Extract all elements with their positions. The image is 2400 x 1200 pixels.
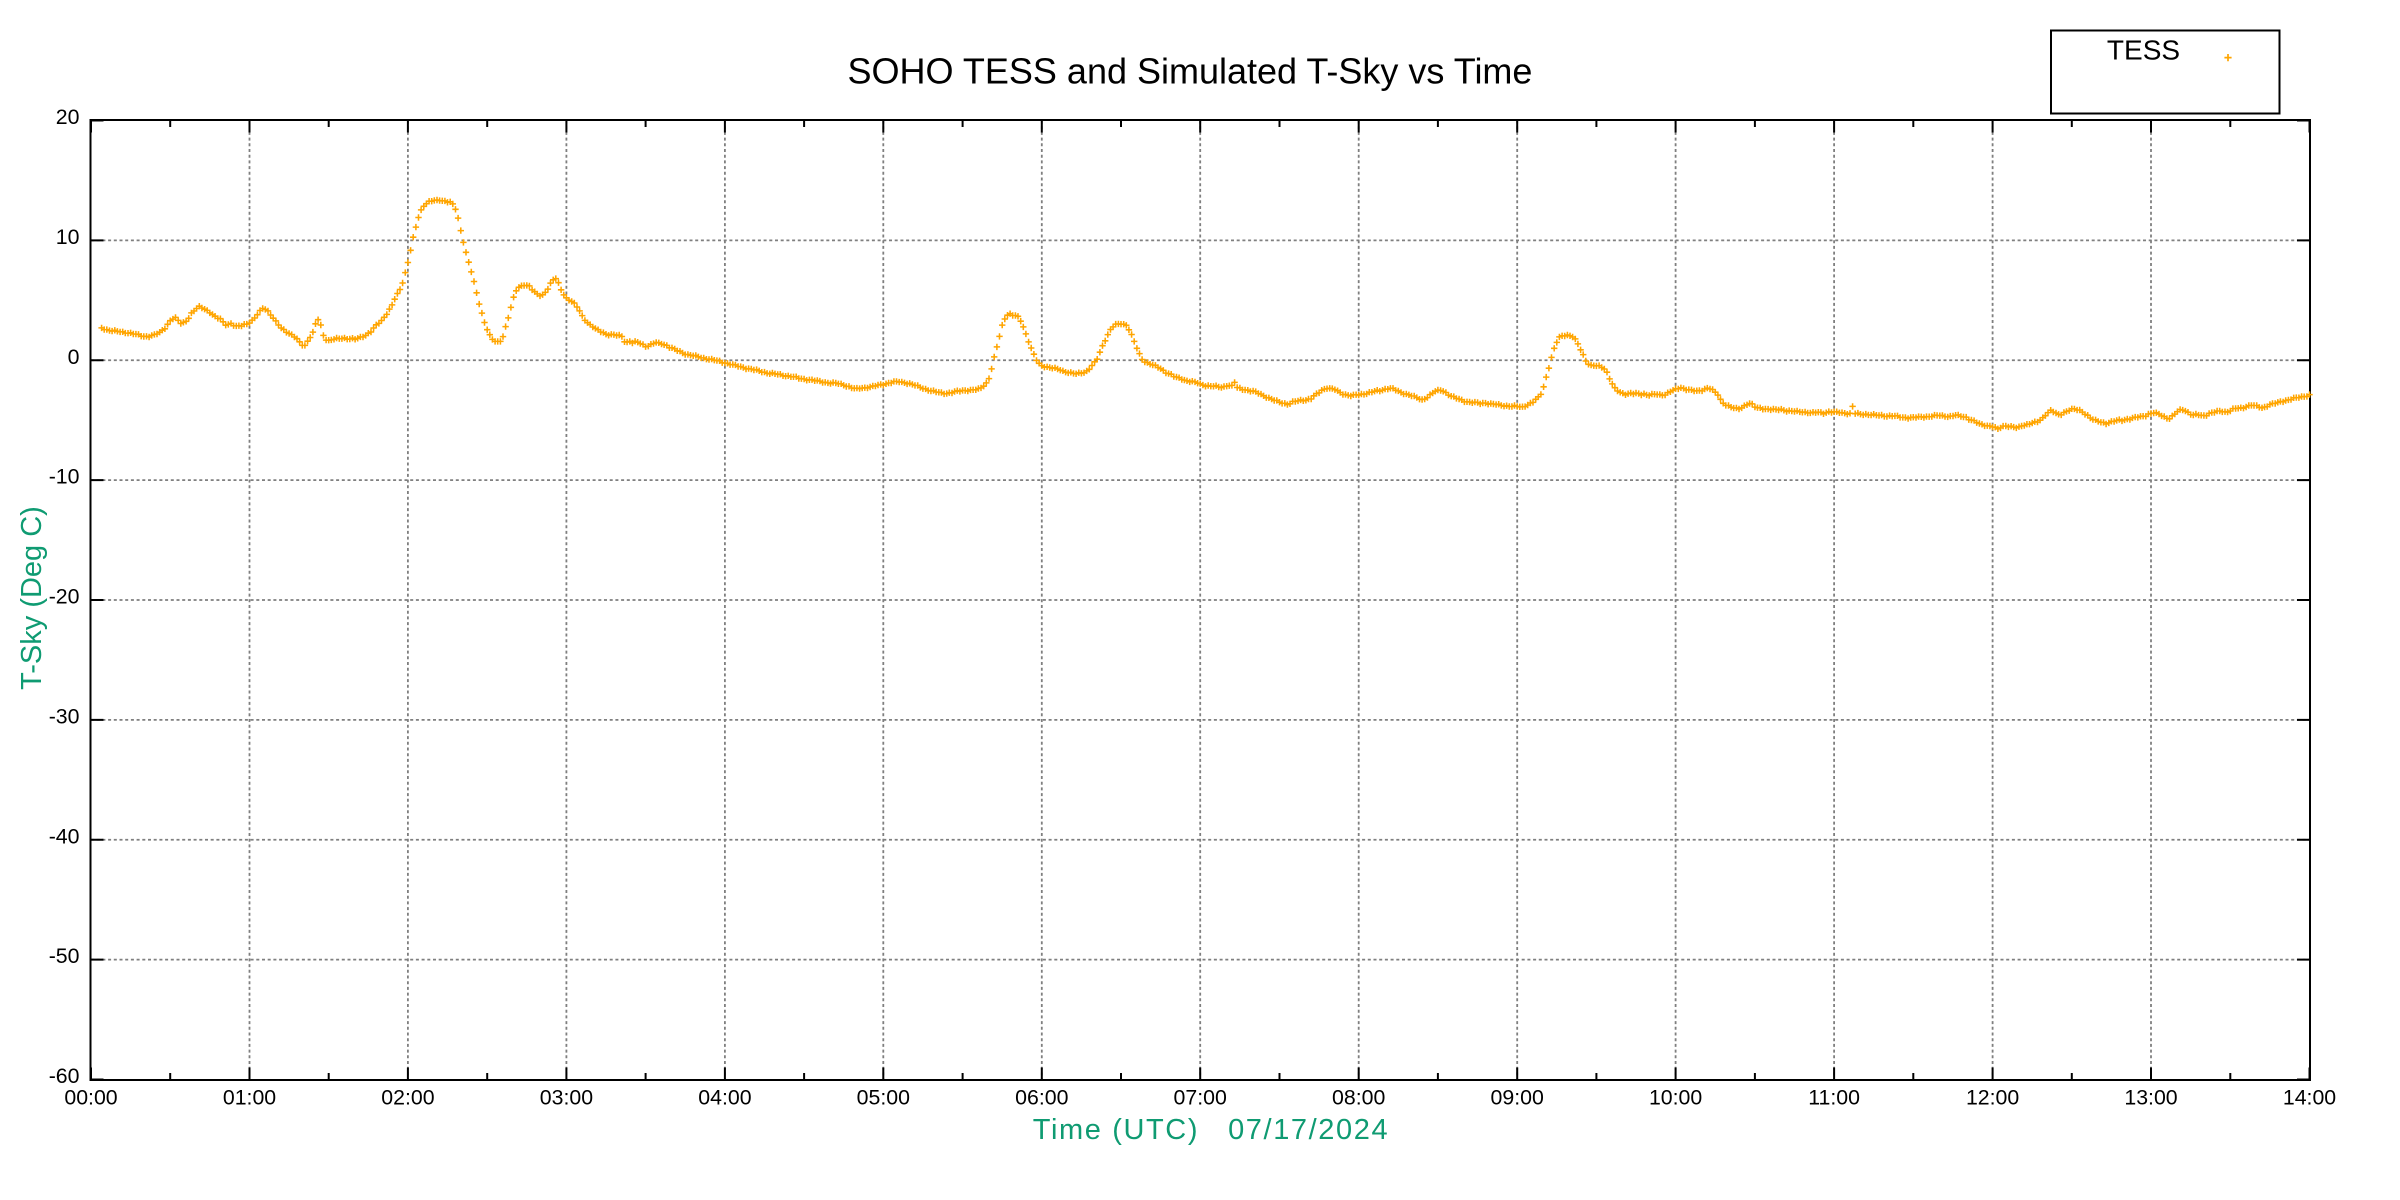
svg-text:-30: -30 <box>49 704 80 728</box>
svg-text:-60: -60 <box>49 1064 80 1088</box>
svg-text:20: 20 <box>56 105 80 129</box>
svg-text:-10: -10 <box>49 465 80 489</box>
svg-text:0: 0 <box>68 345 80 369</box>
svg-text:08:00: 08:00 <box>1332 1086 1385 1110</box>
svg-text:-40: -40 <box>49 824 80 848</box>
svg-text:09:00: 09:00 <box>1491 1086 1544 1110</box>
svg-text:SOHO TESS and Simulated T-Sky: SOHO TESS and Simulated T-Sky vs Time <box>848 51 1533 92</box>
svg-text:03:00: 03:00 <box>540 1086 593 1110</box>
svg-text:10:00: 10:00 <box>1649 1086 1702 1110</box>
svg-text:Time (UTC) 07/17/2024: Time (UTC) 07/17/2024 <box>1033 1114 1389 1146</box>
svg-text:T-Sky (Deg C): T-Sky (Deg C) <box>16 506 48 690</box>
svg-text:12:00: 12:00 <box>1966 1086 2019 1110</box>
svg-text:14:00: 14:00 <box>2283 1086 2336 1110</box>
svg-text:07:00: 07:00 <box>1174 1086 1227 1110</box>
svg-text:TESS: TESS <box>2107 35 2180 66</box>
svg-text:01:00: 01:00 <box>223 1086 276 1110</box>
svg-text:-50: -50 <box>49 944 80 968</box>
svg-text:10: 10 <box>56 225 80 249</box>
svg-text:11:00: 11:00 <box>1808 1086 1860 1110</box>
svg-text:04:00: 04:00 <box>698 1086 751 1110</box>
svg-text:-20: -20 <box>49 585 80 609</box>
svg-text:00:00: 00:00 <box>64 1086 117 1110</box>
svg-text:13:00: 13:00 <box>2124 1086 2177 1110</box>
svg-text:05:00: 05:00 <box>857 1086 910 1110</box>
svg-text:06:00: 06:00 <box>1015 1086 1068 1110</box>
svg-text:02:00: 02:00 <box>381 1086 434 1110</box>
